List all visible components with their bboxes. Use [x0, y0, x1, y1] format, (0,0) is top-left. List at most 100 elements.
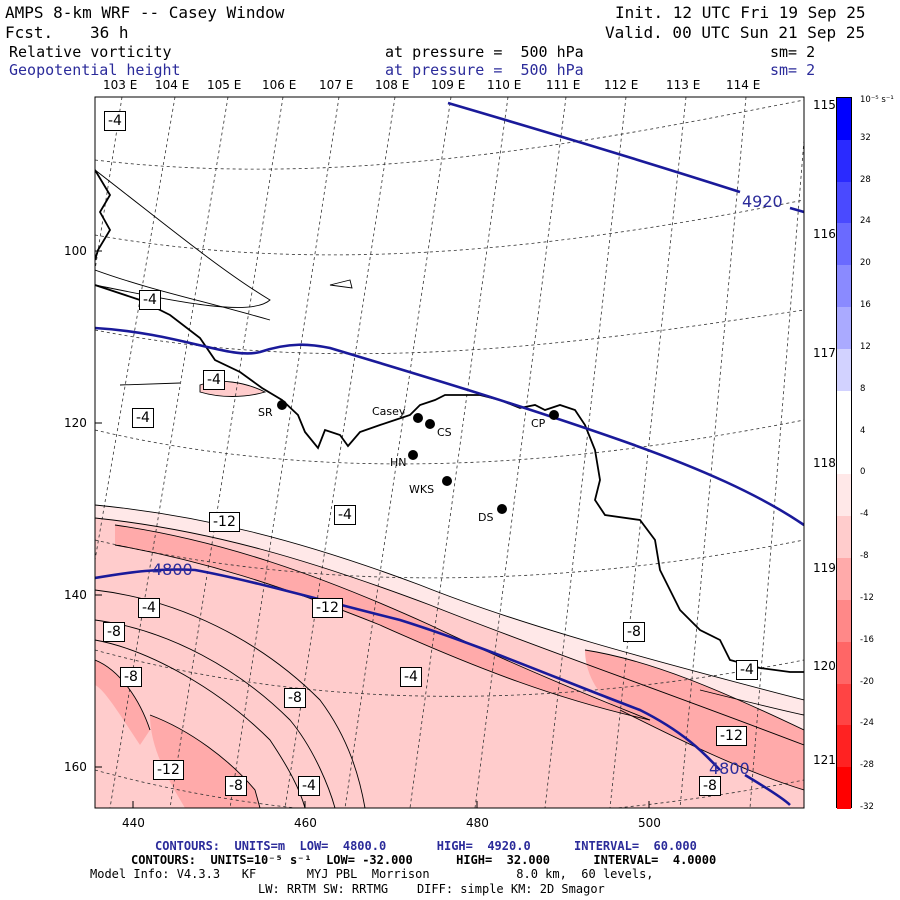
- colorbar-tick-label: -24: [860, 718, 874, 729]
- y-tick-label: 100: [64, 244, 87, 258]
- vorticity-contour-label: -8: [284, 688, 306, 708]
- colorbar-swatch: [837, 223, 851, 266]
- x-tick-label: 460: [294, 816, 317, 830]
- height-contour-label: 4800: [709, 759, 750, 778]
- colorbar-tick-label: 12: [860, 341, 871, 352]
- station-label: HN: [390, 456, 407, 469]
- map-title: AMPS 8-km WRF -- Casey Window: [5, 3, 285, 22]
- station-label: Casey: [372, 405, 406, 418]
- colorbar-tick-label: -20: [860, 676, 874, 687]
- field1-smoothing: sm= 2: [770, 43, 816, 61]
- station-marker-cs: [425, 419, 435, 429]
- field1-level: at pressure = 500 hPa: [385, 43, 584, 61]
- station-marker-hn: [408, 450, 418, 460]
- station-label: CS: [437, 426, 452, 439]
- forecast-label: Fcst.: [5, 23, 54, 42]
- lon-label: 113 E: [666, 78, 701, 92]
- field1-name: Relative vorticity: [9, 43, 172, 61]
- lon-label: 108 E: [375, 78, 410, 92]
- colorbar-tick-label: 4: [860, 425, 866, 436]
- init-time: Init. 12 UTC Fri 19 Sep 25: [615, 3, 866, 22]
- x-tick-label: 500: [638, 816, 661, 830]
- colorbar-tick-label: -32: [860, 802, 874, 812]
- y-tick-label: 140: [64, 588, 87, 602]
- lon-label: 114 E: [726, 78, 761, 92]
- station-marker-cp: [549, 410, 559, 420]
- field2-smoothing: sm= 2: [770, 61, 816, 79]
- station-marker-ds: [497, 504, 507, 514]
- colorbar-tick-label: 24: [860, 216, 871, 227]
- lon-label: 110 E: [487, 78, 522, 92]
- vorticity-contour-label: -8: [120, 667, 142, 687]
- lon-label: 107 E: [319, 78, 354, 92]
- vorticity-contour-label: -4: [139, 290, 161, 310]
- vorticity-contour-label: -12: [153, 760, 184, 780]
- vorticity-contour-label: -4: [138, 598, 160, 618]
- vorticity-contour-label: -8: [623, 622, 645, 642]
- station-label: SR: [258, 406, 273, 419]
- height-contour-label: 4800: [152, 560, 193, 579]
- colorbar-tick-label: -16: [860, 634, 874, 645]
- model-info: Model Info: V4.3.3 KF MYJ PBL Morrison 8…: [90, 867, 654, 881]
- colorbar-tick-label: -4: [860, 509, 869, 520]
- field2-level: at pressure = 500 hPa: [385, 61, 584, 79]
- colorbar-tick-label: -8: [860, 551, 869, 562]
- lon-label: 109 E: [431, 78, 466, 92]
- colorbar-tick-label: 28: [860, 174, 871, 185]
- lon-label: 112 E: [604, 78, 639, 92]
- vorticity-contour-label: -12: [209, 512, 240, 532]
- station-label: WKS: [409, 483, 434, 496]
- colorbar-swatch: [837, 181, 851, 224]
- station-marker-sr: [277, 400, 287, 410]
- axis-ticks: [95, 250, 650, 808]
- forecast-hour: 36 h: [90, 23, 129, 42]
- vorticity-contour-label: -8: [103, 622, 125, 642]
- vorticity-contour-label: -4: [203, 370, 225, 390]
- vorticity-contour-label: -4: [104, 111, 126, 131]
- vorticity-shading: [95, 381, 804, 808]
- colorbar: [836, 97, 852, 810]
- colorbar-swatch: [837, 139, 851, 183]
- colorbar-swatch: [837, 599, 851, 643]
- height-contours: [95, 101, 804, 806]
- colorbar-unit: 10⁻⁵ s⁻¹: [860, 95, 894, 105]
- vorticity-contour-label: -12: [312, 598, 343, 618]
- colorbar-swatch: [837, 348, 851, 392]
- lon-label: 105 E: [207, 78, 242, 92]
- colorbar-swatch: [837, 432, 851, 475]
- colorbar-swatch: [837, 683, 851, 726]
- vorticity-contour-label: -4: [736, 660, 758, 680]
- lon-label: 103 E: [103, 78, 138, 92]
- x-tick-label: 440: [122, 816, 145, 830]
- colorbar-tick-label: 32: [860, 132, 871, 143]
- vorticity-contour-label: -12: [716, 726, 747, 746]
- plot-frame: [94, 96, 805, 809]
- colorbar-swatch: [837, 474, 851, 517]
- height-contour-info: CONTOURS: UNITS=m LOW= 4800.0 HIGH= 4920…: [155, 839, 697, 853]
- y-tick-label: 160: [64, 760, 87, 774]
- station-marker-casey: [413, 413, 423, 423]
- colorbar-swatch: [837, 516, 851, 559]
- station-label: CP: [531, 417, 546, 430]
- vorticity-contour-label: -8: [225, 776, 247, 796]
- station-label: DS: [478, 511, 493, 524]
- colorbar-tick-label: 16: [860, 300, 871, 311]
- vorticity-contour-label: -4: [334, 505, 356, 525]
- colorbar-swatch: [837, 390, 851, 434]
- model-physics: LW: RRTM SW: RRTMG DIFF: simple KM: 2D S…: [258, 882, 605, 896]
- colorbar-swatch: [837, 558, 851, 601]
- colorbar-swatch: [837, 98, 851, 141]
- valid-time: Valid. 00 UTC Sun 21 Sep 25: [605, 23, 866, 42]
- stations: [277, 400, 559, 514]
- vorticity-contour-label: -4: [298, 776, 320, 796]
- lon-label: 111 E: [546, 78, 581, 92]
- colorbar-swatch: [837, 307, 851, 350]
- colorbar-tick-label: 20: [860, 258, 871, 269]
- colorbar-tick-label: 8: [860, 383, 866, 394]
- colorbar-swatch: [837, 767, 851, 810]
- station-marker-wks: [442, 476, 452, 486]
- colorbar-swatch: [837, 641, 851, 685]
- vorticity-contour-label: -4: [132, 408, 154, 428]
- vorticity-contour-label: -8: [699, 776, 721, 796]
